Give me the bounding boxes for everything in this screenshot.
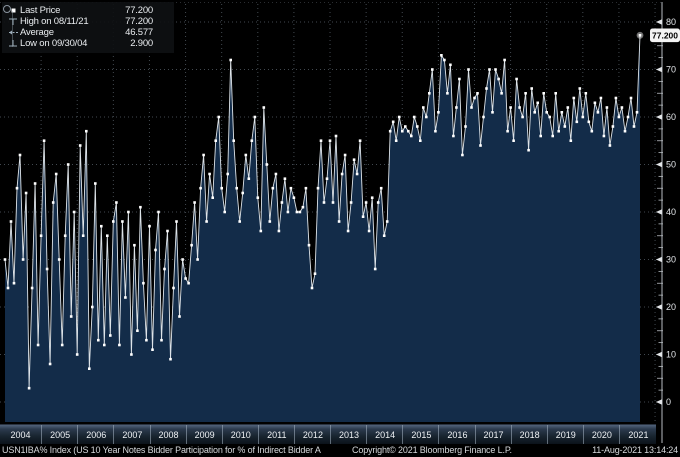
x-axis-year-cell: 2015	[402, 425, 439, 444]
x-axis-year-cell: 2019	[546, 425, 584, 444]
x-axis-year-cell: 2018	[510, 425, 548, 444]
legend-row-low[interactable]: Low on 09/30/04 2.900	[9, 38, 169, 49]
x-axis-year-cell: 2004	[10, 430, 31, 440]
y-tick-label: 20	[666, 302, 676, 312]
y-tick-label: 60	[666, 112, 676, 122]
legend-row-last-price[interactable]: Last Price 77.200	[11, 5, 169, 16]
x-axis-year-cell: 2014	[366, 425, 403, 444]
y-tick-label: 0	[666, 397, 671, 407]
x-axis-year-cell: 2007	[113, 425, 150, 444]
x-axis-year-cell: 2012	[293, 425, 331, 444]
ticker-description: USN1IBA% Index (US 10 Year Notes Bidder …	[2, 445, 321, 455]
low-marker-icon	[6, 39, 20, 48]
x-axis-year-cell: 2020	[582, 425, 620, 444]
high-marker-icon	[6, 17, 20, 26]
x-axis-year-cell: 2006	[77, 425, 114, 444]
legend-value: 77.200	[125, 16, 153, 27]
x-axis-year-cell: 2016	[438, 425, 475, 444]
x-axis-band[interactable]: 2004 2005 2006 2007 2008 2009 2010 2011 2012 2013…	[0, 424, 656, 444]
footer-bar: USN1IBA% Index (US 10 Year Notes Bidder …	[0, 444, 680, 457]
average-line-icon	[6, 28, 20, 37]
x-axis-year-cell: 2013	[330, 425, 367, 444]
legend-value: 77.200	[125, 5, 153, 16]
x-axis-year-cell: 2017	[474, 425, 512, 444]
legend-value: 2.900	[130, 38, 153, 49]
datetime-text: 11-Aug-2021 13:14:24	[592, 445, 678, 455]
legend-rail	[12, 11, 13, 47]
legend-label: Last Price	[20, 5, 61, 16]
legend-value: 46.577	[125, 27, 153, 38]
legend-label: High on 08/11/21	[20, 16, 89, 27]
y-tick-label: 10	[666, 350, 676, 360]
copyright-text: Copyright© 2021 Bloomberg Finance L.P.	[352, 445, 512, 455]
y-tick-label: 80	[666, 17, 676, 27]
legend-label: Average	[20, 27, 54, 38]
x-axis-year-cell: 2011	[257, 425, 295, 444]
y-tick-label: 70	[666, 65, 676, 75]
chart-plot-area[interactable]	[0, 0, 662, 422]
legend-toggle-icon[interactable]	[3, 5, 11, 13]
y-tick-label: 30	[666, 255, 676, 265]
x-axis-year-cell: 2009	[185, 425, 223, 444]
legend-row-high[interactable]: High on 08/11/21 77.200	[9, 16, 169, 27]
x-axis-year-cell: 2021	[618, 425, 657, 444]
x-axis-year-cell: 2008	[149, 425, 187, 444]
legend-label: Low on 09/30/04	[20, 38, 88, 49]
y-tick-label: 40	[666, 207, 676, 217]
x-axis-year-cell: 2005	[41, 425, 78, 444]
x-axis-year-cell: 2010	[221, 425, 259, 444]
chart-legend: Last Price 77.200 High on 08/11/21 77.20…	[2, 2, 174, 53]
y-tick-label: 50	[666, 160, 676, 170]
legend-row-average[interactable]: Average 46.577	[8, 27, 169, 38]
last-price-marker-icon	[6, 6, 20, 15]
